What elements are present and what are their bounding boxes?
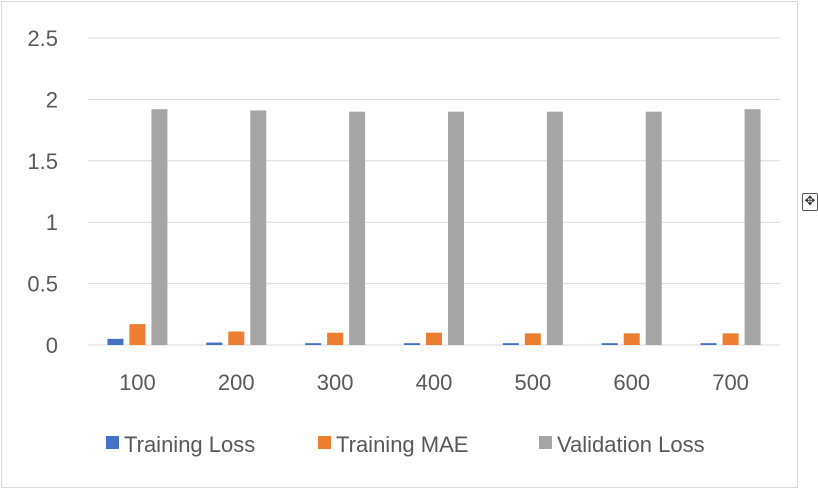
- y-tick-label: 1.5: [27, 149, 58, 174]
- legend-label: Validation Loss: [557, 432, 705, 457]
- bar-training-mae-200: [228, 331, 245, 345]
- bar-validation-loss-100: [151, 109, 168, 345]
- y-tick-label: 2.5: [27, 26, 58, 51]
- x-tick-label: 400: [416, 370, 453, 395]
- legend-swatch: [539, 436, 552, 449]
- y-tick-label: 1: [46, 210, 58, 235]
- bar-training-mae-300: [327, 332, 344, 345]
- x-tick-label: 700: [712, 370, 749, 395]
- bar-validation-loss-200: [250, 110, 267, 346]
- move-icon[interactable]: ✥: [802, 193, 818, 211]
- x-tick-label: 600: [613, 370, 650, 395]
- bar-training-loss-500: [502, 343, 519, 345]
- legend-swatch: [318, 436, 331, 449]
- bar-training-mae-600: [623, 333, 640, 345]
- bar-validation-loss-500: [546, 111, 563, 346]
- bars: [107, 109, 761, 346]
- y-tick-label: 0: [46, 333, 58, 358]
- bar-training-loss-100: [107, 338, 124, 345]
- bar-training-loss-200: [206, 342, 223, 345]
- bar-training-mae-500: [524, 333, 541, 345]
- y-axis-ticks: 0 0.5 1 1.5 2 2.5: [27, 26, 58, 358]
- gridlines: [88, 37, 780, 346]
- bar-training-loss-300: [305, 343, 322, 345]
- y-tick-label: 2: [46, 87, 58, 112]
- bar-training-loss-400: [404, 343, 420, 345]
- bar-training-mae-100: [129, 324, 146, 345]
- legend-label: Training MAE: [336, 432, 468, 457]
- x-tick-label: 500: [514, 370, 551, 395]
- x-axis-ticks: 100 200 300 400 500 600 700: [119, 370, 749, 395]
- bar-training-mae-700: [722, 333, 739, 345]
- bar-validation-loss-600: [645, 111, 662, 346]
- bar-training-loss-700: [700, 343, 717, 345]
- legend: Training Loss Training MAE Validation Loss: [106, 432, 705, 457]
- bar-training-mae-400: [426, 332, 442, 345]
- x-tick-label: 300: [317, 370, 354, 395]
- y-tick-label: 0.5: [27, 272, 58, 297]
- x-tick-label: 200: [218, 370, 255, 395]
- bar-validation-loss-400: [448, 111, 464, 346]
- legend-label: Training Loss: [124, 432, 255, 457]
- bar-validation-loss-700: [744, 109, 761, 345]
- chart-area: [1, 1, 798, 488]
- bar-training-loss-600: [601, 343, 618, 345]
- bar-validation-loss-300: [349, 111, 366, 346]
- x-tick-label: 100: [119, 370, 156, 395]
- legend-swatch: [106, 436, 119, 449]
